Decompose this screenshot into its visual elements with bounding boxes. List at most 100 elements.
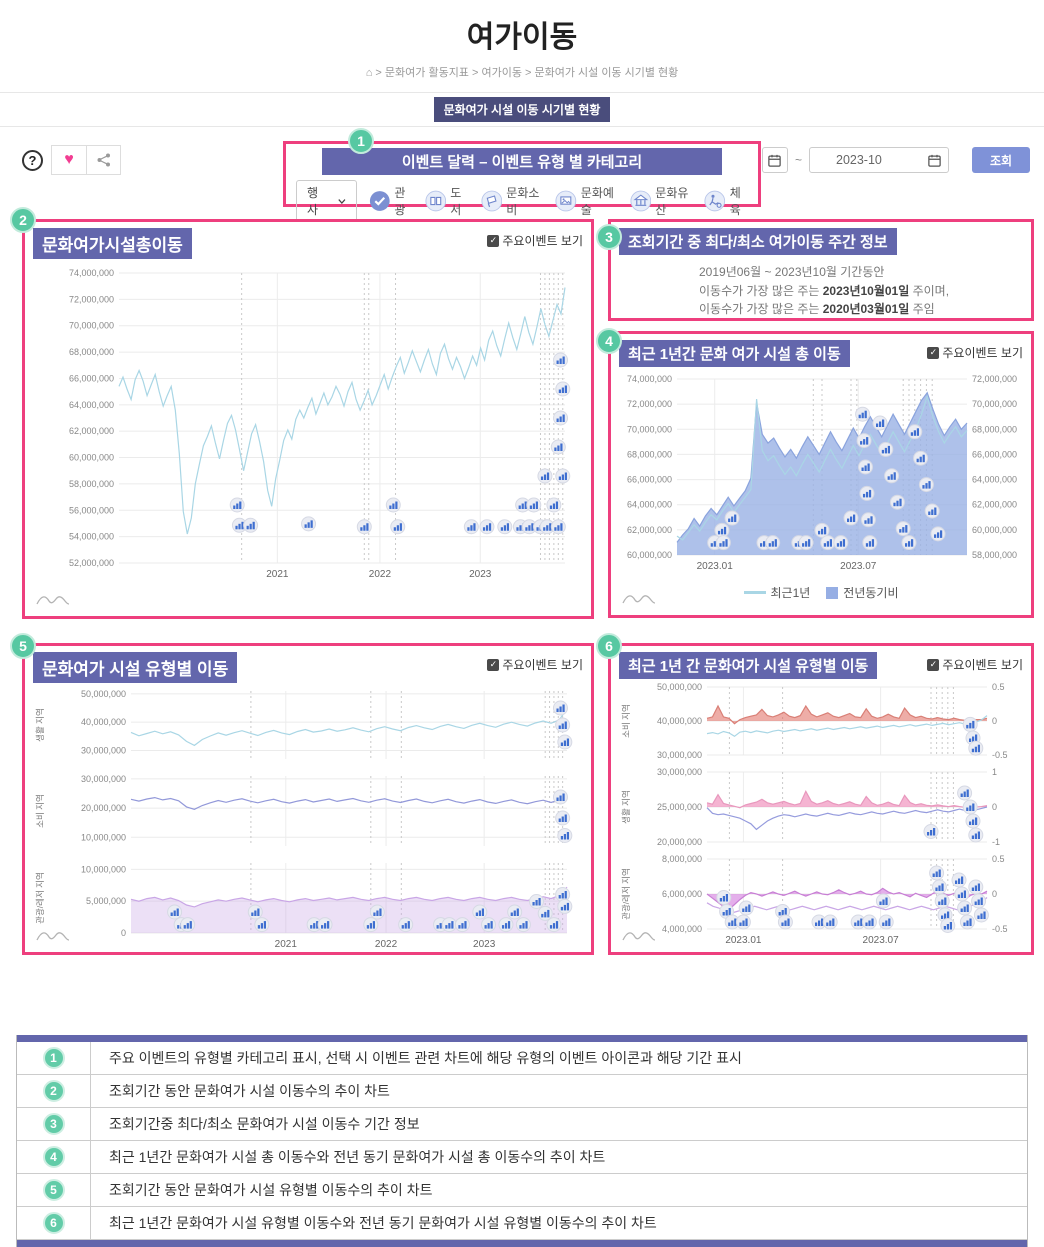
- major-events-checkbox[interactable]: ✓ 주요이벤트 보기: [927, 344, 1023, 361]
- event-category-label: 체육: [729, 186, 741, 217]
- event-type-dropdown[interactable]: 행사: [296, 180, 357, 222]
- major-events-checkbox[interactable]: ✓ 주요이벤트 보기: [927, 656, 1023, 673]
- svg-text:40,000,000: 40,000,000: [81, 717, 126, 727]
- recent-by-type-leisure-chart[interactable]: 4,000,000 6,000,000 8,000,000 -0.5 0 0.5 2023.…: [619, 853, 1023, 958]
- data-zoom-icon[interactable]: [621, 590, 657, 610]
- row-description: 조회기간 동안 문화여가 시설 이동수의 추이 차트: [109, 1083, 390, 1099]
- checkbox-checked-icon: ✓: [487, 658, 500, 671]
- recent-by-type-life-chart[interactable]: 20,000,000 25,000,000 30,000,000 -1 0 1 생활 지역: [619, 766, 1023, 853]
- svg-text:60,000,000: 60,000,000: [972, 525, 1017, 535]
- svg-text:68,000,000: 68,000,000: [69, 347, 114, 357]
- svg-text:30,000,000: 30,000,000: [81, 774, 126, 784]
- svg-text:66,000,000: 66,000,000: [627, 475, 672, 485]
- search-button[interactable]: 조회: [972, 147, 1030, 173]
- heart-icon: ♥: [64, 151, 74, 168]
- date-to-value: 2023-10: [836, 153, 882, 167]
- date-from-picker[interactable]: [761, 147, 788, 173]
- event-category-books[interactable]: 도서: [425, 184, 469, 218]
- total-movement-panel: 2 문화여가시설총이동 ✓ 주요이벤트 보기 52,000,000 54,000,…: [10, 207, 594, 619]
- by-type-panel: 5 문화여가 시설 유형별 이동 ✓ 주요이벤트 보기 30,000,000 40…: [10, 633, 594, 955]
- event-category-culture-consumption[interactable]: 문화소비: [481, 184, 544, 218]
- event-category-label: 문화소비: [506, 186, 540, 217]
- svg-text:68,000,000: 68,000,000: [627, 449, 672, 459]
- event-category-label: 문화예술: [580, 186, 614, 217]
- svg-text:40,000,000: 40,000,000: [657, 716, 702, 726]
- tourism-icon: [369, 191, 390, 211]
- svg-text:60,000,000: 60,000,000: [627, 550, 672, 560]
- legend-description-table: 1 주요 이벤트의 유형별 카테고리 표시, 선택 시 이벤트 관련 차트에 해…: [16, 1035, 1028, 1247]
- date-to-picker[interactable]: 2023-10: [809, 147, 949, 173]
- panel5-title: 문화여가 시설 유형별 이동: [33, 652, 238, 683]
- svg-text:70,000,000: 70,000,000: [972, 399, 1017, 409]
- svg-text:70,000,000: 70,000,000: [69, 321, 114, 331]
- svg-text:2023.07: 2023.07: [840, 561, 877, 572]
- by-type-life-chart[interactable]: 30,000,000 40,000,000 50,000,000 생활 지역: [33, 683, 583, 770]
- min-max-info-panel: 3 조회기간 중 최다/최소 여가이동 주간 정보 2019년06월 ~ 202…: [596, 219, 1034, 321]
- row-number-badge: 3: [42, 1113, 65, 1135]
- svg-text:1: 1: [992, 767, 997, 777]
- legend-label: 최근1년: [770, 586, 811, 600]
- svg-text:58,000,000: 58,000,000: [69, 479, 114, 489]
- svg-text:2021: 2021: [266, 569, 289, 580]
- section-number-3: 3: [596, 224, 622, 250]
- checkbox-checked-icon: ✓: [927, 658, 940, 671]
- svg-text:66,000,000: 66,000,000: [69, 373, 114, 383]
- sports-icon: [704, 190, 726, 212]
- legend-label: 전년동기비: [843, 586, 899, 600]
- help-icon[interactable]: ?: [22, 149, 43, 171]
- total-movement-chart[interactable]: 52,000,000 54,000,000 56,000,000 58,000,000…: [33, 263, 583, 594]
- data-zoom-icon[interactable]: [35, 927, 71, 947]
- checkbox-checked-icon: ✓: [927, 346, 940, 359]
- checkbox-label: 주요이벤트 보기: [942, 346, 1023, 360]
- svg-text:10,000,000: 10,000,000: [81, 832, 126, 842]
- calendar-icon: [928, 154, 941, 167]
- svg-text:2023: 2023: [473, 939, 496, 950]
- svg-text:20,000,000: 20,000,000: [81, 803, 126, 813]
- favorite-button[interactable]: ♥: [52, 146, 86, 174]
- svg-text:72,000,000: 72,000,000: [972, 374, 1017, 384]
- table-row: 3 조회기간중 최다/최소 문화여가 시설 이동수 기간 정보: [17, 1108, 1027, 1141]
- data-zoom-icon[interactable]: [35, 591, 71, 611]
- share-icon: [97, 153, 110, 167]
- svg-text:56,000,000: 56,000,000: [69, 505, 114, 515]
- event-category-tourism[interactable]: 관광: [369, 184, 413, 218]
- tab-facility-movement[interactable]: 문화여가 시설 이동 시기별 현황: [433, 97, 611, 122]
- table-row: 4 최근 1년간 문화여가 시설 총 이동수와 전년 동기 문화여가 시설 총 …: [17, 1141, 1027, 1174]
- event-category-label: 도서: [450, 186, 462, 217]
- svg-text:0.5: 0.5: [992, 854, 1005, 864]
- svg-text:50,000,000: 50,000,000: [657, 682, 702, 692]
- event-calendar-section: 1 이벤트 달력 – 이벤트 유형 별 카테고리 행사 관광 도서 문화소비: [283, 128, 761, 222]
- by-type-consumption-chart[interactable]: 10,000,000 20,000,000 30,000,000 소비 지역: [33, 770, 583, 857]
- toolbar: ? ♥ 1 이벤트 달력 – 이벤트 유형 별 카테고리 행: [8, 128, 1036, 222]
- major-events-checkbox[interactable]: ✓ 주요이벤트 보기: [487, 232, 583, 249]
- event-category-culture-art[interactable]: 문화예술: [555, 184, 618, 218]
- svg-text:62,000,000: 62,000,000: [627, 525, 672, 535]
- data-zoom-icon[interactable]: [621, 927, 657, 947]
- panel4-title: 최근 1년간 문화 여가 시설 총 이동: [619, 340, 850, 367]
- section-number-1: 1: [348, 128, 374, 154]
- table-row: 2 조회기간 동안 문화여가 시설 이동수의 추이 차트: [17, 1075, 1027, 1108]
- breadcrumb[interactable]: ⌂ > 문화여가 활동지표 > 여가이동 > 문화여가 시설 이동 시기별 현황: [365, 67, 679, 79]
- svg-text:0: 0: [992, 716, 997, 726]
- legend-recent-year[interactable]: 최근1년: [743, 584, 811, 601]
- svg-text:74,000,000: 74,000,000: [627, 374, 672, 384]
- event-category-culture-heritage[interactable]: 문화유산: [630, 184, 693, 218]
- calendar-icon: [768, 154, 782, 167]
- share-button[interactable]: [86, 146, 120, 174]
- legend-yoy[interactable]: 전년동기비: [826, 584, 899, 601]
- major-events-checkbox[interactable]: ✓ 주요이벤트 보기: [487, 656, 583, 673]
- line-swatch: [743, 591, 766, 594]
- section-number-2: 2: [10, 207, 36, 233]
- event-category-sports[interactable]: 체육: [704, 184, 748, 218]
- culture-art-icon: [555, 190, 577, 212]
- svg-text:5,000,000: 5,000,000: [86, 896, 126, 906]
- tab-bar: 문화여가 시설 이동 시기별 현황: [0, 92, 1044, 127]
- svg-text:64,000,000: 64,000,000: [69, 400, 114, 410]
- svg-text:72,000,000: 72,000,000: [69, 294, 114, 304]
- svg-text:소비 지역: 소비 지역: [35, 794, 45, 828]
- svg-text:64,000,000: 64,000,000: [972, 475, 1017, 485]
- by-type-leisure-chart[interactable]: 0 5,000,000 10,000,000 2021 2022 2023 관광/레저 지역: [33, 857, 583, 962]
- books-icon: [425, 190, 446, 212]
- recent-year-total-chart[interactable]: 60,000,000 62,000,000 64,000,000 66,000,000…: [619, 371, 1023, 582]
- recent-by-type-consumption-chart[interactable]: 30,000,000 40,000,000 50,000,000 -0.5 0 0.5 소비…: [619, 679, 1023, 766]
